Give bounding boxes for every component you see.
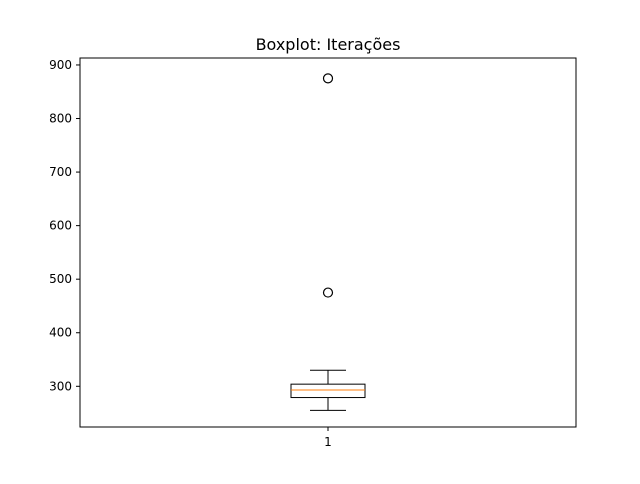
y-tick-label: 400: [49, 326, 72, 340]
y-tick-label: 600: [49, 219, 72, 233]
y-tick-label: 900: [49, 58, 72, 72]
outlier-point: [322, 73, 334, 84]
y-tick-label: 500: [49, 272, 72, 286]
iqr-box: [290, 383, 366, 399]
y-tick-label: 700: [49, 165, 72, 179]
x-tick-label: 1: [324, 435, 332, 449]
plot-area: 300 400 500 600 700 800 900 1: [49, 57, 577, 449]
chart-title: Boxplot: Iterações: [256, 35, 401, 54]
y-tick-label: 300: [49, 379, 72, 393]
outlier-point: [322, 287, 334, 298]
y-tick-label: 800: [49, 112, 72, 126]
